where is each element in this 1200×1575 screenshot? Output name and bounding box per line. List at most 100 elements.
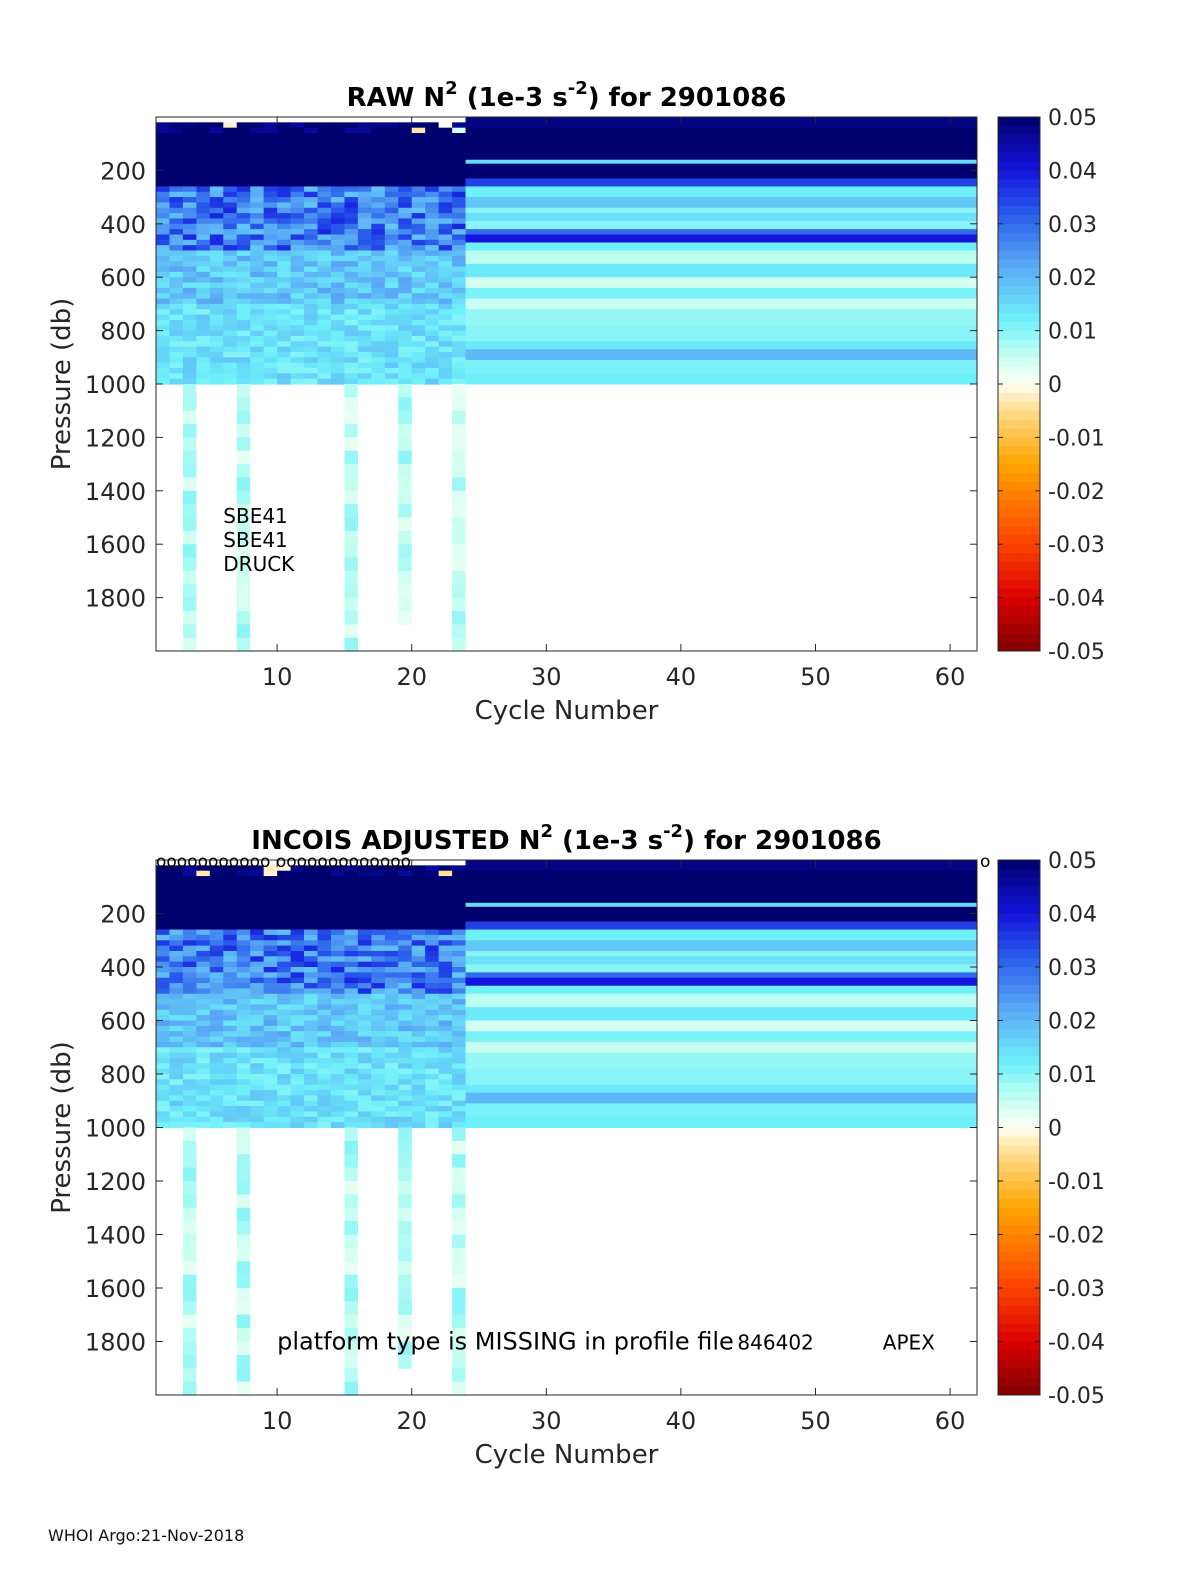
heatmap-cell <box>384 229 399 236</box>
heatmap-cell <box>169 918 184 925</box>
heatmap-cell <box>277 1111 292 1118</box>
heatmap-cell <box>452 186 467 193</box>
heatmap-cell <box>263 929 278 936</box>
heatmap-cell <box>263 165 278 171</box>
heatmap-band <box>465 213 977 222</box>
heatmap-cell <box>411 202 426 209</box>
heatmap-cell <box>357 1025 372 1032</box>
heatmap-cell <box>196 303 211 310</box>
heatmap-deep-cell <box>182 1167 197 1182</box>
heatmap-cell <box>290 1041 305 1048</box>
heatmap-deep-cell <box>182 610 197 625</box>
colorbar-segment <box>998 473 1040 483</box>
heatmap-cell <box>263 1057 278 1064</box>
heatmap-cell <box>250 325 265 332</box>
heatmap-cell <box>169 229 184 236</box>
heatmap-cell <box>357 1090 372 1096</box>
heatmap-cell <box>317 913 332 920</box>
heatmap-cell <box>438 918 453 925</box>
heatmap-deep-cell <box>344 490 358 505</box>
sensor-annotation: SBE41 <box>223 504 288 528</box>
heatmap-deep-cell <box>344 464 358 478</box>
heatmap-cell <box>304 918 319 925</box>
heatmap-cell <box>425 229 440 236</box>
heatmap-cell <box>304 154 319 161</box>
heatmap-cell <box>250 303 265 310</box>
heatmap-cell <box>384 175 399 182</box>
heatmap-cell <box>182 213 197 220</box>
heatmap-cell <box>277 1090 292 1096</box>
heatmap-cell <box>223 1020 238 1027</box>
heatmap-deep-cell <box>398 1328 412 1342</box>
heatmap-cell <box>277 945 292 952</box>
heatmap-deep-cell <box>398 1274 412 1289</box>
heatmap-cell <box>344 154 359 161</box>
heatmap-cell <box>263 191 278 198</box>
heatmap-cell <box>250 1090 265 1096</box>
heatmap-cell <box>182 266 197 273</box>
heatmap-cell <box>344 1009 359 1016</box>
heatmap-cell <box>425 207 440 214</box>
heatmap-deep-cell <box>452 397 466 412</box>
heatmap-cell <box>330 170 346 177</box>
heatmap-cell <box>156 870 171 877</box>
heatmap-cell <box>304 335 319 342</box>
heatmap-cell <box>223 1074 238 1080</box>
heatmap-cell <box>169 913 184 920</box>
heatmap-cell <box>263 239 278 246</box>
heatmap-cell <box>330 255 346 262</box>
heatmap-cell <box>411 373 426 380</box>
heatmap-cell <box>209 881 224 888</box>
colorbar-segment <box>998 1279 1040 1289</box>
heatmap-cell <box>371 881 386 888</box>
heatmap-cell <box>156 138 171 145</box>
colorbar-segment <box>998 1127 1040 1137</box>
heatmap-deep-cell <box>398 584 412 599</box>
heatmap-cell <box>344 1111 359 1118</box>
heatmap-cell <box>182 154 197 161</box>
colorbar-segment <box>998 535 1040 545</box>
heatmap-cell <box>317 961 332 968</box>
heatmap-deep-cell <box>344 584 358 599</box>
heatmap-cell <box>290 362 305 369</box>
heatmap-cell <box>156 876 171 882</box>
heatmap-cell <box>277 1100 292 1107</box>
heatmap-cell <box>196 1036 211 1043</box>
heatmap-cell <box>357 988 372 995</box>
heatmap-cell <box>438 1116 453 1123</box>
heatmap-cell <box>263 983 278 989</box>
heatmap-deep-cell <box>344 1354 358 1369</box>
heatmap-deep-cell <box>452 384 466 398</box>
heatmap-cell <box>344 362 359 369</box>
heatmap-cell <box>290 913 305 920</box>
heatmap-cell <box>223 293 238 300</box>
heatmap-cell <box>411 223 426 230</box>
colorbar: 0.050.040.030.020.010-0.01-0.02-0.03-0.0… <box>997 849 1105 1409</box>
heatmap-cell <box>236 897 251 904</box>
heatmap-cell <box>344 170 359 177</box>
heatmap-cell <box>398 913 413 920</box>
heatmap-cell <box>250 897 265 904</box>
heatmap-cell <box>330 1090 346 1096</box>
heatmap-cell <box>209 1084 224 1091</box>
heatmap-cell <box>236 945 251 952</box>
heatmap-cell <box>263 277 278 284</box>
heatmap-cell <box>169 282 184 289</box>
heatmap-cell <box>156 940 171 947</box>
heatmap-cell <box>330 1015 346 1022</box>
heatmap-cell <box>344 1079 359 1086</box>
heatmap-cell <box>156 319 171 326</box>
heatmap-cell <box>156 341 171 348</box>
heatmap-cell <box>209 956 224 963</box>
heatmap-deep-cell <box>344 1301 358 1316</box>
heatmap-cell <box>357 913 372 920</box>
heatmap-cell <box>371 213 386 220</box>
heatmap-cell <box>156 159 171 166</box>
heatmap-cell <box>398 1057 413 1064</box>
heatmap-cell <box>236 1095 251 1102</box>
heatmap-cell <box>169 983 184 989</box>
heatmap-cell <box>250 293 265 300</box>
heatmap-cell <box>182 897 197 904</box>
heatmap-cell <box>196 1031 211 1038</box>
heatmap-cell <box>398 1122 413 1129</box>
